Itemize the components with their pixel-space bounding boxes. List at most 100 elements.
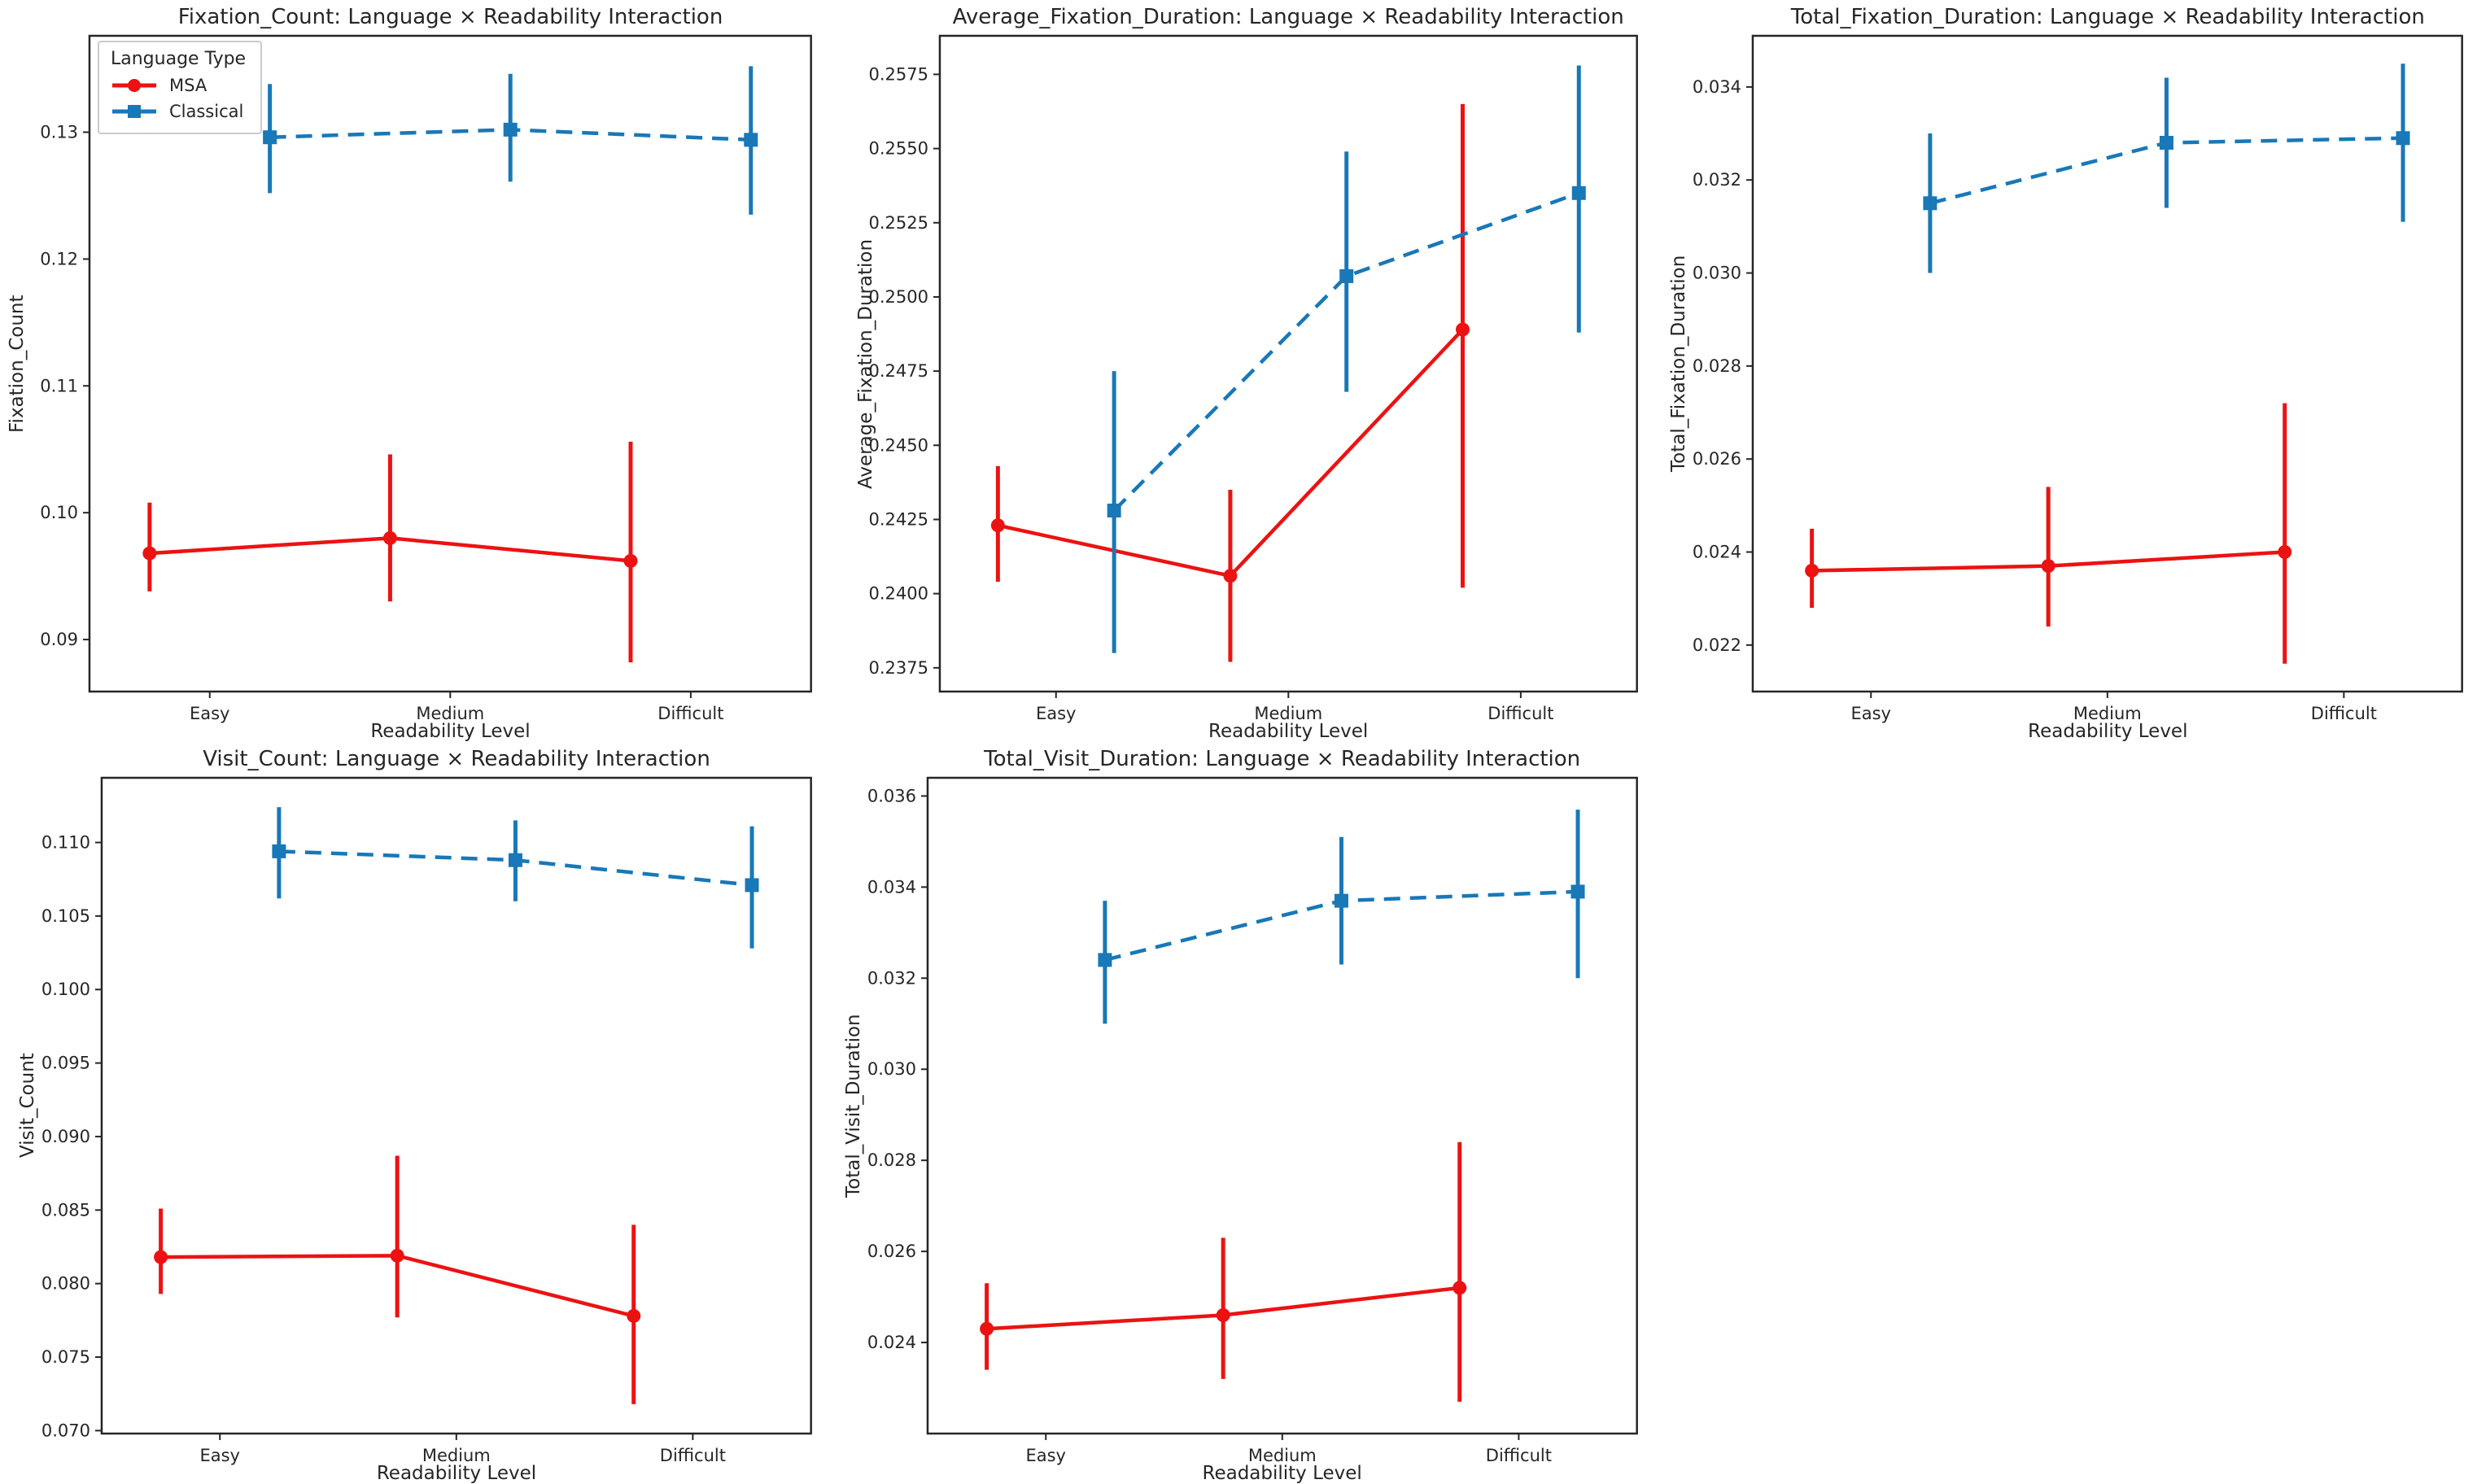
y-tick-label: 0.080 (42, 1274, 90, 1294)
y-tick-label: 0.030 (867, 1059, 916, 1079)
x-tick-label: Easy (1036, 704, 1076, 723)
x-tick-label: Medium (422, 1446, 491, 1465)
msa-marker-easy (990, 518, 1005, 533)
y-tick-label: 0.032 (867, 968, 916, 988)
classical-line (1112, 191, 1579, 513)
chart-title: Visit_Count: Language × Readability Inte… (203, 747, 710, 771)
classical-marker-difficult (744, 133, 758, 147)
plot-area: 0.024 0.026 0.028 0.030 0.032 0.034 0.036 Easy M… (867, 776, 1638, 1465)
x-tick-label: Medium (416, 704, 484, 723)
plot-area: 0.022 0.024 0.026 0.028 0.030 0.032 0.034 Easy M… (1693, 34, 2464, 723)
classical-line-marker-icon (112, 105, 156, 118)
x-tick-label: Difficult (2311, 704, 2377, 723)
x-tick-label: Easy (1851, 704, 1891, 723)
y-tick-label: 0.030 (1693, 264, 1741, 283)
y-tick-label: 0.12 (40, 249, 78, 268)
y-tick-label: 0.105 (42, 906, 90, 926)
subplot-average-fixation-duration: Average_Fixation_Duration: Language × Re… (826, 0, 1652, 742)
y-tick-label: 0.2550 (868, 139, 928, 159)
y-tick-label: 0.026 (867, 1242, 916, 1261)
y-tick-label: 0.024 (867, 1333, 916, 1352)
msa-marker-easy (979, 1321, 994, 1336)
y-tick-label: 0.032 (1693, 170, 1741, 190)
chart-title: Fixation_Count: Language × Readability I… (177, 5, 723, 29)
axes-frame (88, 34, 812, 693)
msa-marker-difficult (1455, 322, 1470, 337)
y-tick-label: 0.024 (1693, 543, 1741, 562)
subplot-visit-count: Visit_Count: Language × Readability Inte… (0, 742, 826, 1484)
y-tick-label: 0.034 (1693, 77, 1741, 97)
y-tick-label: 0.100 (42, 980, 90, 999)
y-tick-label: 0.090 (42, 1127, 90, 1146)
y-tick-label: 0.075 (42, 1347, 90, 1367)
subplot-total-visit-duration: Total_Visit_Duration: Language × Readabi… (826, 742, 1652, 1484)
classical-marker-medium (2160, 135, 2174, 150)
x-axis-label: Readability Level (1208, 721, 1369, 742)
legend-entry-classical: Classical (111, 98, 246, 124)
y-tick-label: 0.2525 (868, 213, 928, 233)
x-tick-label: Difficult (1485, 1446, 1551, 1465)
msa-marker-medium (382, 530, 397, 545)
msa-marker-medium (2041, 559, 2055, 574)
y-tick-label: 0.13 (40, 122, 78, 142)
classical-marker-medium (508, 853, 522, 867)
y-tick-label: 0.10 (40, 503, 78, 522)
legend-entry-label: MSA (169, 76, 208, 95)
classical-marker-difficult (2396, 131, 2410, 146)
x-tick-label: Difficult (660, 1446, 726, 1465)
classical-marker-medium (1339, 268, 1353, 283)
msa-marker-difficult (2278, 545, 2292, 560)
classical-marker-easy (1923, 196, 1937, 211)
y-tick-label: 0.2400 (868, 584, 928, 604)
msa-marker-difficult (623, 553, 638, 568)
empty-cell (1651, 742, 2477, 1484)
x-tick-label: Medium (1254, 704, 1322, 723)
msa-marker-medium (390, 1248, 404, 1263)
msa-line-marker-icon (112, 79, 156, 92)
msa-marker-easy (1805, 563, 1820, 578)
x-tick-label: Easy (190, 704, 229, 723)
classical-marker-difficult (745, 878, 759, 893)
x-tick-label: Difficult (657, 704, 723, 723)
x-axis-label: Readability Level (370, 721, 531, 742)
y-tick-label: 0.110 (42, 833, 90, 853)
chart-title: Total_Fixation_Duration: Language × Read… (1790, 5, 2425, 29)
y-tick-label: 0.11 (40, 376, 78, 395)
legend-entry-label: Classical (169, 102, 244, 121)
x-axis-label: Readability Level (376, 1463, 537, 1484)
y-tick-label: 0.2500 (868, 287, 928, 307)
msa-marker-difficult (627, 1308, 641, 1323)
plot-area: 0.2375 0.2400 0.2425 0.2450 0.2475 0.2500 0.25… (868, 34, 1638, 723)
axes-frame (926, 776, 1638, 1435)
chart-title: Total_Visit_Duration: Language × Readabi… (984, 747, 1581, 771)
subplot-fixation-count: Fixation_Count: Language × Readability I… (0, 0, 826, 742)
y-tick-label: 0.026 (1693, 449, 1741, 469)
x-tick-label: Easy (200, 1446, 240, 1465)
classical-marker-easy (1098, 953, 1112, 967)
plot-area: 0.070 0.075 0.080 0.085 0.090 0.095 0.100 0.105… (42, 776, 812, 1465)
x-tick-label: Medium (1248, 1446, 1317, 1465)
classical-marker-difficult (1571, 186, 1586, 200)
x-axis-label: Readability Level (2028, 721, 2188, 742)
y-tick-label: 0.09 (40, 630, 78, 649)
msa-marker-easy (142, 546, 157, 561)
y-tick-label: 0.028 (1693, 356, 1741, 376)
msa-marker-medium (1216, 1307, 1230, 1322)
axes-frame (100, 776, 812, 1435)
x-tick-label: Easy (1025, 1446, 1065, 1465)
x-axis-label: Readability Level (1202, 1463, 1362, 1484)
axes-frame (1752, 34, 2464, 693)
y-tick-label: 0.2575 (868, 64, 928, 84)
y-tick-label: 0.022 (1693, 635, 1741, 655)
axes-frame (938, 34, 1638, 693)
classical-marker-easy (263, 130, 277, 145)
y-tick-label: 0.2425 (868, 509, 928, 529)
x-tick-label: Difficult (1488, 704, 1553, 723)
legend-entry-msa: MSA (111, 72, 246, 98)
plot-area: 0.09 0.10 0.11 0.12 0.13 Easy Medium Difficult (40, 34, 812, 723)
legend-title: Language Type (111, 49, 247, 69)
x-tick-label: Medium (2073, 704, 2142, 723)
classical-marker-easy (272, 844, 286, 858)
y-tick-label: 0.036 (867, 786, 916, 805)
